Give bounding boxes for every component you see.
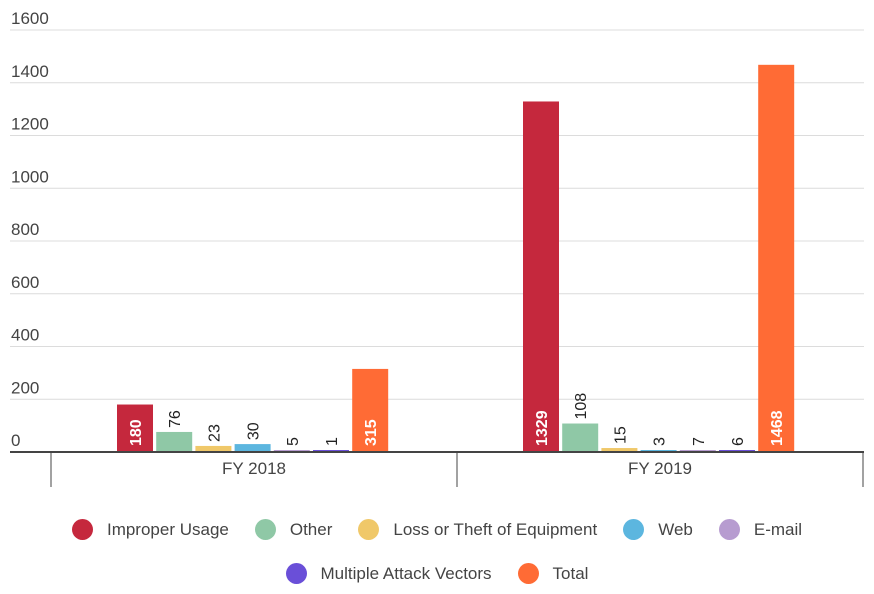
bar bbox=[156, 431, 193, 452]
bars bbox=[117, 64, 795, 452]
bar-data-label: 1468 bbox=[769, 410, 786, 446]
legend-item-other[interactable]: Other bbox=[254, 519, 333, 540]
legend-item-email[interactable]: E-mail bbox=[718, 519, 803, 540]
bar-data-label: 180 bbox=[128, 419, 145, 446]
y-tick-label: 1600 bbox=[11, 9, 49, 28]
bar-data-label: 3 bbox=[652, 437, 669, 446]
legend-swatch bbox=[254, 519, 276, 540]
bar-data-label: 23 bbox=[206, 424, 223, 442]
legend-swatch bbox=[285, 563, 307, 584]
y-tick-label: 0 bbox=[11, 431, 20, 450]
legend-label: Other bbox=[289, 519, 333, 539]
bar bbox=[758, 64, 795, 452]
y-tick-label: 1200 bbox=[11, 115, 49, 134]
bar-data-label: 15 bbox=[612, 426, 629, 444]
x-tick-label: FY 2018 bbox=[222, 459, 286, 478]
legend-row-1: Improper Usage Other Loss or Theft of Eq… bbox=[0, 519, 874, 540]
x-axis: FY 2018 FY 2019 bbox=[10, 451, 864, 487]
bar-data-label: 1329 bbox=[534, 410, 551, 446]
legend-item-multiple-attack-vectors[interactable]: Multiple Attack Vectors bbox=[285, 563, 492, 584]
legend-label: Web bbox=[658, 519, 693, 539]
legend-label: E-mail bbox=[753, 519, 803, 539]
legend-row-2: Multiple Attack Vectors Total bbox=[0, 563, 874, 584]
bar-data-label: 1 bbox=[324, 437, 341, 446]
y-tick-label: 800 bbox=[11, 220, 39, 239]
legend-swatch bbox=[718, 519, 740, 540]
bar-data-label: 108 bbox=[573, 393, 590, 420]
y-tick-label: 400 bbox=[11, 326, 39, 345]
legend-label: Multiple Attack Vectors bbox=[320, 563, 492, 583]
bar bbox=[117, 404, 153, 452]
legend-swatch bbox=[358, 519, 380, 540]
bar-data-label: 5 bbox=[285, 437, 302, 446]
legend-item-total[interactable]: Total bbox=[517, 563, 589, 584]
legend-label: Improper Usage bbox=[106, 519, 229, 539]
bar bbox=[523, 101, 559, 452]
legend-swatch bbox=[623, 519, 645, 540]
bar-data-label: 6 bbox=[730, 437, 747, 446]
y-axis-tick-labels: 0 200 400 600 800 1000 1200 1400 1600 bbox=[11, 9, 49, 450]
bar bbox=[562, 423, 599, 452]
legend-item-loss-or-theft[interactable]: Loss or Theft of Equipment bbox=[358, 519, 597, 540]
x-tick-label: FY 2019 bbox=[628, 459, 692, 478]
legend-swatch bbox=[517, 563, 539, 584]
y-tick-label: 200 bbox=[11, 378, 39, 397]
bar bbox=[352, 368, 389, 452]
y-tick-label: 1000 bbox=[11, 167, 49, 186]
bar bbox=[234, 444, 271, 452]
gridlines bbox=[10, 29, 864, 400]
bar-data-label: 30 bbox=[246, 422, 263, 440]
bar bbox=[195, 445, 232, 452]
legend-item-improper-usage[interactable]: Improper Usage bbox=[71, 519, 229, 540]
bar-data-label: 7 bbox=[691, 437, 708, 446]
y-tick-label: 600 bbox=[11, 273, 39, 292]
legend-label: Loss or Theft of Equipment bbox=[393, 519, 598, 539]
legend-label: Total bbox=[552, 563, 589, 583]
y-tick-label: 1400 bbox=[11, 62, 49, 81]
legend-swatch bbox=[71, 519, 93, 540]
bar-data-label: 315 bbox=[363, 419, 380, 446]
bar bbox=[601, 448, 638, 452]
bar-data-label: 76 bbox=[167, 410, 184, 428]
legend-item-web[interactable]: Web bbox=[623, 519, 693, 540]
